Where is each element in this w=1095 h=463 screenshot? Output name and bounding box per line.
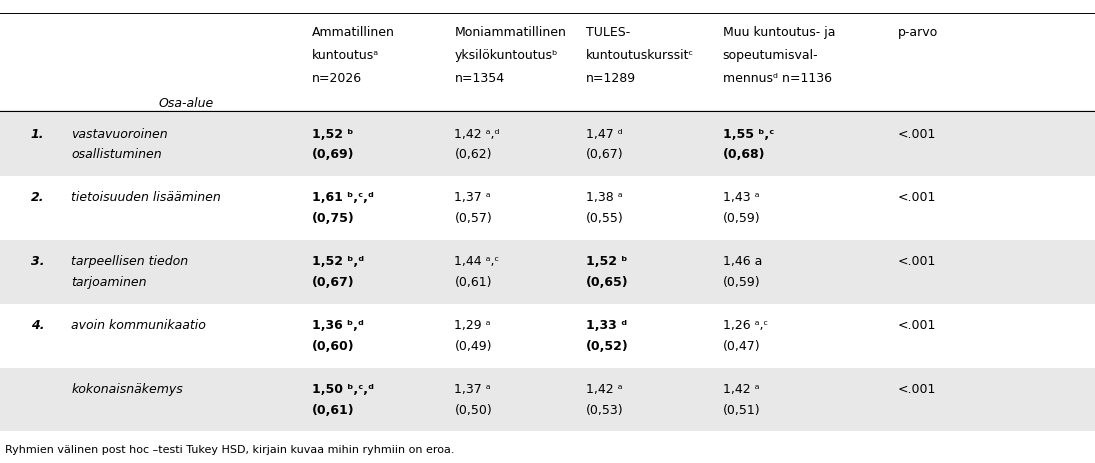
Text: 1,36 ᵇ,ᵈ: 1,36 ᵇ,ᵈ [312, 318, 364, 331]
Text: 1,37 ᵃ: 1,37 ᵃ [454, 191, 491, 204]
Text: (0,65): (0,65) [586, 275, 629, 288]
Text: Muu kuntoutus- ja: Muu kuntoutus- ja [723, 25, 835, 38]
Text: (0,62): (0,62) [454, 148, 492, 161]
Text: (0,53): (0,53) [586, 403, 623, 416]
Text: (0,61): (0,61) [454, 275, 492, 288]
Text: 1,52 ᵇ: 1,52 ᵇ [312, 127, 354, 140]
Text: Ryhmien välinen post hoc –testi Tukey HSD, kirjain kuvaa mihin ryhmiin on eroa.: Ryhmien välinen post hoc –testi Tukey HS… [5, 444, 456, 455]
Text: 1,29 ᵃ: 1,29 ᵃ [454, 318, 491, 331]
Text: 4.: 4. [31, 318, 44, 331]
Bar [0, 368, 1095, 432]
Text: (0,60): (0,60) [312, 339, 355, 352]
Text: (0,59): (0,59) [723, 275, 760, 288]
Text: sopeutumisval-: sopeutumisval- [723, 49, 818, 62]
Text: (0,67): (0,67) [586, 148, 623, 161]
Text: Osa-alue: Osa-alue [159, 97, 214, 110]
Text: 1,37 ᵃ: 1,37 ᵃ [454, 382, 491, 395]
Text: 1,46 a: 1,46 a [723, 255, 762, 268]
Text: 1,44 ᵃ,ᶜ: 1,44 ᵃ,ᶜ [454, 255, 499, 268]
Text: (0,61): (0,61) [312, 403, 355, 416]
Text: <.001: <.001 [898, 127, 936, 140]
Text: (0,59): (0,59) [723, 212, 760, 225]
Text: <.001: <.001 [898, 191, 936, 204]
Text: Ammatillinen: Ammatillinen [312, 25, 395, 38]
Text: kuntoutuskurssitᶜ: kuntoutuskurssitᶜ [586, 49, 694, 62]
Text: tarjoaminen: tarjoaminen [71, 275, 147, 288]
Text: 1,43 ᵃ: 1,43 ᵃ [723, 191, 759, 204]
Text: (0,52): (0,52) [586, 339, 629, 352]
Text: (0,50): (0,50) [454, 403, 492, 416]
Text: yksilökuntoutusᵇ: yksilökuntoutusᵇ [454, 49, 557, 62]
Text: (0,55): (0,55) [586, 212, 623, 225]
Text: <.001: <.001 [898, 382, 936, 395]
Text: 1,42 ᵃ: 1,42 ᵃ [586, 382, 622, 395]
Text: <.001: <.001 [898, 318, 936, 331]
Text: 1,52 ᵇ,ᵈ: 1,52 ᵇ,ᵈ [312, 255, 365, 268]
Text: tarpeellisen tiedon: tarpeellisen tiedon [71, 255, 188, 268]
Text: n=2026: n=2026 [312, 72, 362, 85]
Text: 3.: 3. [31, 255, 44, 268]
Text: (0,47): (0,47) [723, 339, 760, 352]
Text: (0,68): (0,68) [723, 148, 765, 161]
Text: TULES-: TULES- [586, 25, 630, 38]
Text: (0,69): (0,69) [312, 148, 355, 161]
Text: kuntoutusᵃ: kuntoutusᵃ [312, 49, 379, 62]
Bar [0, 304, 1095, 368]
Bar [0, 113, 1095, 177]
Text: n=1354: n=1354 [454, 72, 505, 85]
Text: 1,33 ᵈ: 1,33 ᵈ [586, 318, 627, 331]
Text: kokonaisnäkemys: kokonaisnäkemys [71, 382, 183, 395]
Text: (0,51): (0,51) [723, 403, 760, 416]
Text: (0,67): (0,67) [312, 275, 355, 288]
Bar [0, 241, 1095, 304]
Text: (0,75): (0,75) [312, 212, 355, 225]
Bar [0, 177, 1095, 241]
Text: 1,42 ᵃ,ᵈ: 1,42 ᵃ,ᵈ [454, 127, 500, 140]
Text: Moniammatillinen: Moniammatillinen [454, 25, 566, 38]
Text: p-arvo: p-arvo [898, 25, 938, 38]
Text: vastavuoroinen: vastavuoroinen [71, 127, 168, 140]
Text: 1,38 ᵃ: 1,38 ᵃ [586, 191, 622, 204]
Text: 1,52 ᵇ: 1,52 ᵇ [586, 255, 627, 268]
Text: (0,49): (0,49) [454, 339, 492, 352]
Text: n=1289: n=1289 [586, 72, 636, 85]
Text: (0,57): (0,57) [454, 212, 492, 225]
Text: mennusᵈ n=1136: mennusᵈ n=1136 [723, 72, 832, 85]
Text: <.001: <.001 [898, 255, 936, 268]
Text: 1,55 ᵇ,ᶜ: 1,55 ᵇ,ᶜ [723, 127, 774, 140]
Text: tietoisuuden lisääminen: tietoisuuden lisääminen [71, 191, 221, 204]
Text: 1,26 ᵃ,ᶜ: 1,26 ᵃ,ᶜ [723, 318, 768, 331]
Text: 1,61 ᵇ,ᶜ,ᵈ: 1,61 ᵇ,ᶜ,ᵈ [312, 191, 374, 204]
Text: 1,42 ᵃ: 1,42 ᵃ [723, 382, 759, 395]
Text: 1,50 ᵇ,ᶜ,ᵈ: 1,50 ᵇ,ᶜ,ᵈ [312, 382, 374, 395]
Text: 1,47 ᵈ: 1,47 ᵈ [586, 127, 623, 140]
Text: 2.: 2. [31, 191, 44, 204]
Text: osallistuminen: osallistuminen [71, 148, 162, 161]
Text: 1.: 1. [31, 127, 44, 140]
Text: avoin kommunikaatio: avoin kommunikaatio [71, 318, 206, 331]
